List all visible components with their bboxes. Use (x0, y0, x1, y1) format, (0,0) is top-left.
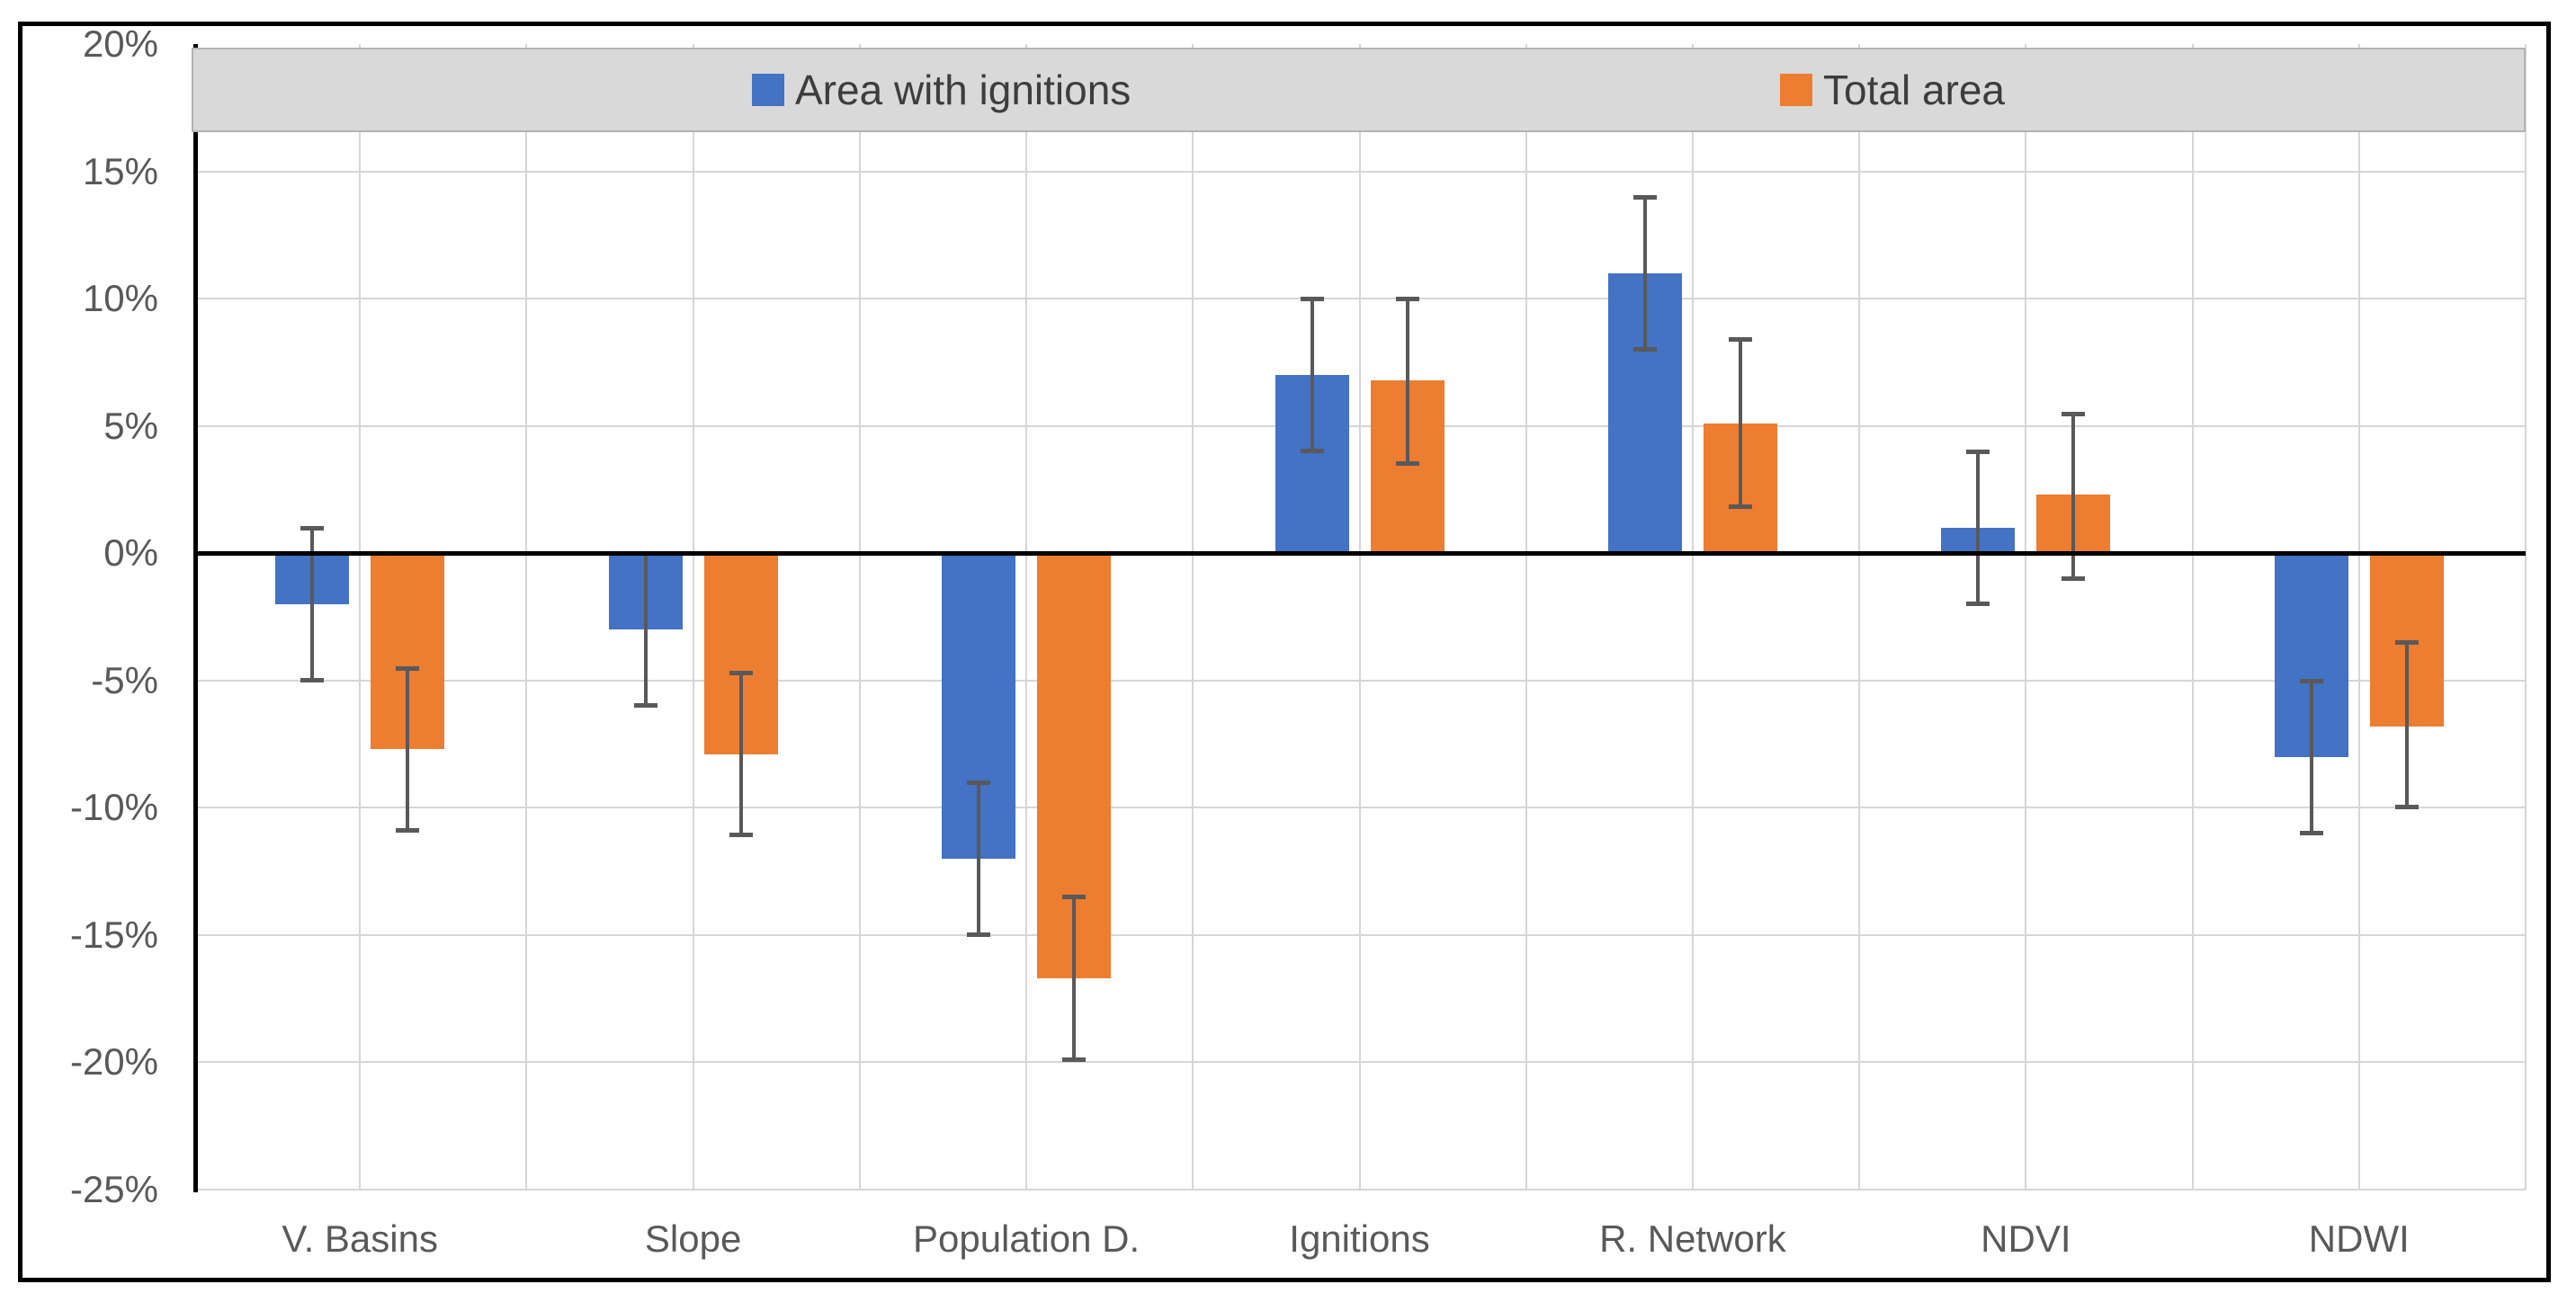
y-tick-label: -25% (69, 1168, 158, 1210)
horizontal-gridline (193, 933, 2526, 936)
error-bar-cap-top (1966, 449, 1990, 454)
y-tick-label: -20% (69, 1040, 158, 1084)
error-bar-cap-top (1300, 297, 1324, 302)
error-bar-cap-bottom (2299, 830, 2323, 835)
category-label: NDVI (1981, 1217, 2071, 1260)
y-tick-label: -5% (91, 658, 158, 701)
category-label: NDWI (2308, 1217, 2410, 1260)
error-bar-cap-bottom (300, 677, 325, 682)
error-bar-cap-top (1632, 194, 1657, 200)
error-bar-cap-bottom (2062, 575, 2086, 581)
error-bar-line (406, 667, 410, 831)
error-bar-cap-bottom (396, 827, 420, 833)
category-label: R. Network (1599, 1217, 1786, 1260)
error-bar-cap-bottom (1728, 504, 1752, 510)
error-bar-line (977, 782, 981, 935)
category-label: Ignitions (1289, 1217, 1430, 1260)
error-bar-cap-bottom (1300, 448, 1324, 453)
error-bar-line (643, 553, 648, 707)
error-bar-cap-top (396, 665, 420, 671)
vertical-gridline (2191, 44, 2194, 1190)
error-bar-line (1738, 339, 1742, 508)
error-bar-line (1072, 896, 1077, 1060)
vertical-gridline (1691, 44, 1694, 1190)
error-bar-cap-top (967, 780, 991, 786)
error-bar-cap-bottom (729, 833, 753, 838)
legend-item-total-area: Total area (1780, 49, 2005, 130)
vertical-gridline (2025, 44, 2027, 1190)
horizontal-gridline (193, 807, 2526, 809)
y-tick-label: 15% (82, 149, 158, 192)
error-bar-cap-top (729, 671, 753, 676)
error-bar-cap-bottom (2394, 805, 2419, 810)
legend-swatch-orange-icon (1780, 74, 1812, 106)
error-bar-cap-bottom (633, 703, 657, 709)
horizontal-gridline (193, 679, 2526, 682)
error-bar-cap-bottom (1966, 601, 1990, 606)
vertical-gridline (692, 44, 694, 1190)
plot-right-edge (2525, 44, 2527, 1190)
y-tick-label: 0% (103, 531, 158, 575)
horizontal-gridline (193, 1189, 2526, 1191)
error-bar-cap-top (1062, 895, 1087, 900)
vertical-gridline (359, 44, 362, 1190)
horizontal-gridline (193, 1061, 2526, 1064)
vertical-gridline (1858, 44, 1861, 1190)
horizontal-gridline (193, 298, 2526, 300)
error-bar-line (738, 673, 743, 836)
vertical-gridline (858, 44, 861, 1190)
error-bar-line (2404, 642, 2409, 808)
legend: Area with ignitions Total area (192, 48, 2526, 132)
vertical-gridline (1025, 44, 1028, 1190)
error-bar-cap-bottom (967, 932, 991, 937)
horizontal-gridline (193, 170, 2526, 173)
error-bar-cap-bottom (1395, 461, 1419, 467)
error-bar-cap-top (300, 525, 325, 531)
error-bar-line (2071, 413, 2076, 579)
category-label: Slope (644, 1217, 742, 1260)
legend-label: Area with ignitions (795, 67, 1131, 113)
legend-item-area-with-ignitions: Area with ignitions (752, 49, 1131, 130)
vertical-gridline (1358, 44, 1361, 1190)
error-bar-cap-top (1728, 337, 1752, 343)
vertical-gridline (525, 44, 528, 1190)
y-tick-label: 10% (82, 277, 158, 320)
legend-swatch-blue-icon (752, 74, 784, 106)
y-tick-label: -10% (69, 786, 158, 829)
legend-label: Total area (1823, 67, 2006, 113)
y-tick-label: -15% (69, 913, 158, 956)
category-label: V. Basins (282, 1217, 438, 1260)
error-bar-line (1642, 196, 1647, 350)
error-bar-line (2309, 680, 2313, 834)
error-bar-cap-top (2062, 411, 2086, 416)
error-bar-cap-bottom (1062, 1057, 1087, 1062)
horizontal-gridline (193, 424, 2526, 427)
y-tick-label: 20% (82, 22, 158, 65)
error-bar-line (1310, 299, 1314, 451)
error-bar-line (1405, 299, 1409, 465)
error-bar-line (1976, 450, 1981, 604)
error-bar-cap-bottom (1632, 346, 1657, 352)
vertical-gridline (1192, 44, 1194, 1190)
vertical-gridline (2357, 44, 2360, 1190)
vertical-gridline (1525, 44, 1527, 1190)
zero-axis-line (193, 551, 2526, 557)
error-bar-line (310, 527, 315, 681)
category-label: Population D. (912, 1217, 1140, 1260)
error-bar-cap-top (2299, 678, 2323, 683)
y-tick-label: 5% (103, 404, 158, 447)
error-bar-cap-top (2394, 640, 2419, 646)
error-bar-cap-top (1395, 297, 1419, 302)
y-axis-line (193, 44, 198, 1192)
